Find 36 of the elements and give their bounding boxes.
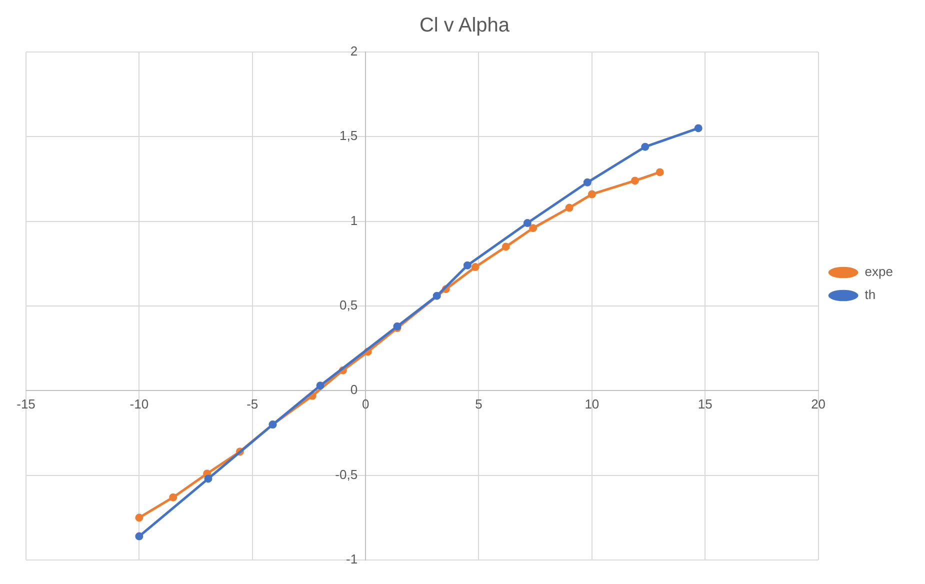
point xyxy=(641,142,650,151)
point xyxy=(583,178,592,186)
point xyxy=(432,292,441,300)
legend-label: th xyxy=(864,287,876,302)
chart-title: Cl v Alpha xyxy=(419,14,510,37)
point xyxy=(463,261,472,270)
x-tick-label: 5 xyxy=(475,396,482,412)
x-tick-label: -10 xyxy=(130,396,149,412)
y-tick-label: -0,5 xyxy=(335,466,358,482)
y-tick-label: 2 xyxy=(350,44,358,59)
y-tick-label: 1 xyxy=(350,212,358,228)
y-tick-label: 0 xyxy=(350,382,358,398)
y-tick-label: 0,5 xyxy=(339,298,358,313)
point xyxy=(529,224,538,232)
point xyxy=(656,168,664,176)
x-tick-label: -15 xyxy=(16,396,36,412)
legend-label: expe xyxy=(864,264,894,280)
point xyxy=(630,176,639,185)
point xyxy=(169,493,178,502)
point xyxy=(204,474,212,483)
point xyxy=(523,219,532,228)
x-tick-label: 0 xyxy=(362,396,370,412)
point xyxy=(694,124,702,132)
point xyxy=(135,532,144,540)
point xyxy=(471,263,480,272)
point xyxy=(502,242,510,251)
y-tick-label: -1 xyxy=(346,552,358,567)
point xyxy=(135,514,144,522)
x-tick-label: -5 xyxy=(246,396,258,412)
y-tick-label: 1,5 xyxy=(339,128,358,144)
point xyxy=(316,382,324,390)
x-tick-label: 20 xyxy=(811,396,826,412)
x-tick-label: 10 xyxy=(584,396,600,412)
point xyxy=(588,190,596,198)
point xyxy=(565,204,574,212)
x-tick-label: 15 xyxy=(698,396,712,412)
